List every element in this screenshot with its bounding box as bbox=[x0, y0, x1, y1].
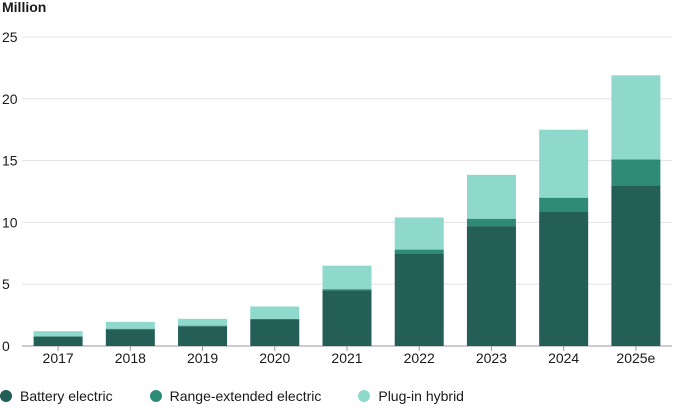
bar-segment-plug-in-hybrid-2024[interactable] bbox=[539, 129, 589, 198]
bar-segment-plug-in-hybrid-2019[interactable] bbox=[178, 318, 228, 326]
y-tick-label: 15 bbox=[2, 153, 18, 169]
y-tick-label: 20 bbox=[2, 91, 18, 107]
x-tick-label: 2025e bbox=[616, 350, 655, 366]
bar-segment-battery-electric-2022[interactable] bbox=[394, 253, 444, 346]
bar-segment-battery-electric-2023[interactable] bbox=[466, 226, 516, 346]
bar-segment-range-extended-electric-2020[interactable] bbox=[250, 318, 300, 320]
x-tick-label: 2017 bbox=[43, 350, 74, 366]
bar-segment-plug-in-hybrid-2022[interactable] bbox=[394, 217, 444, 250]
bar-segment-battery-electric-2024[interactable] bbox=[539, 211, 589, 346]
y-tick-label: 10 bbox=[2, 214, 18, 230]
bar-segment-plug-in-hybrid-2017[interactable] bbox=[33, 331, 83, 337]
bar-segment-range-extended-electric-2017[interactable] bbox=[33, 336, 83, 337]
legend-swatch-battery-electric bbox=[0, 390, 12, 402]
x-tick-label: 2022 bbox=[404, 350, 435, 366]
bar-segment-plug-in-hybrid-2021[interactable] bbox=[322, 265, 372, 290]
legend-label-range-extended-electric: Range-extended electric bbox=[169, 388, 322, 404]
legend: Battery electric Range-extended electric… bbox=[0, 388, 501, 404]
legend-item-battery-electric[interactable]: Battery electric bbox=[0, 388, 113, 404]
y-tick-label: 25 bbox=[2, 29, 18, 45]
x-axis-ticks: 2017 2018 2019 2020 2021 2022 2023 2024 2025e bbox=[43, 346, 656, 366]
x-tick-label: 2021 bbox=[331, 350, 362, 366]
y-tick-label: 5 bbox=[2, 276, 10, 292]
x-tick-label: 2019 bbox=[187, 350, 218, 366]
bar-segment-battery-electric-2019[interactable] bbox=[178, 326, 228, 346]
legend-swatch-range-extended-electric bbox=[149, 390, 162, 402]
bar-segment-range-extended-electric-2023[interactable] bbox=[466, 218, 516, 227]
y-axis-ticks: 0 5 10 15 20 25 bbox=[2, 29, 18, 354]
bar-segment-range-extended-electric-2018[interactable] bbox=[105, 328, 155, 330]
bar-segment-range-extended-electric-2019[interactable] bbox=[178, 325, 228, 327]
bar-segment-battery-electric-2017[interactable] bbox=[33, 336, 83, 346]
legend-item-range-extended-electric[interactable]: Range-extended electric bbox=[149, 388, 322, 404]
legend-label-plug-in-hybrid: Plug-in hybrid bbox=[378, 388, 464, 404]
x-tick-label: 2024 bbox=[548, 350, 579, 366]
bar-segment-range-extended-electric-2024[interactable] bbox=[539, 197, 589, 212]
bars bbox=[33, 75, 661, 346]
y-axis-unit-label: Million bbox=[2, 0, 46, 15]
x-tick-label: 2023 bbox=[476, 350, 507, 366]
bar-segment-battery-electric-2021[interactable] bbox=[322, 290, 372, 346]
bar-segment-plug-in-hybrid-2020[interactable] bbox=[250, 306, 300, 319]
bar-segment-range-extended-electric-2021[interactable] bbox=[322, 289, 372, 291]
bar-segment-plug-in-hybrid-2025e[interactable] bbox=[611, 75, 661, 160]
bar-segment-range-extended-electric-2025e[interactable] bbox=[611, 159, 661, 186]
bar-segment-battery-electric-2018[interactable] bbox=[105, 329, 155, 346]
legend-label-battery-electric: Battery electric bbox=[20, 388, 113, 404]
y-tick-label: 0 bbox=[2, 338, 10, 354]
x-tick-label: 2018 bbox=[115, 350, 146, 366]
bar-segment-battery-electric-2020[interactable] bbox=[250, 319, 300, 346]
bar-segment-range-extended-electric-2022[interactable] bbox=[394, 249, 444, 254]
legend-item-plug-in-hybrid[interactable]: Plug-in hybrid bbox=[358, 388, 464, 404]
bar-segment-plug-in-hybrid-2023[interactable] bbox=[466, 174, 516, 219]
x-tick-label: 2020 bbox=[259, 350, 290, 366]
bar-segment-battery-electric-2025e[interactable] bbox=[611, 185, 661, 346]
bar-segment-plug-in-hybrid-2018[interactable] bbox=[105, 321, 155, 329]
legend-swatch-plug-in-hybrid bbox=[358, 390, 371, 402]
